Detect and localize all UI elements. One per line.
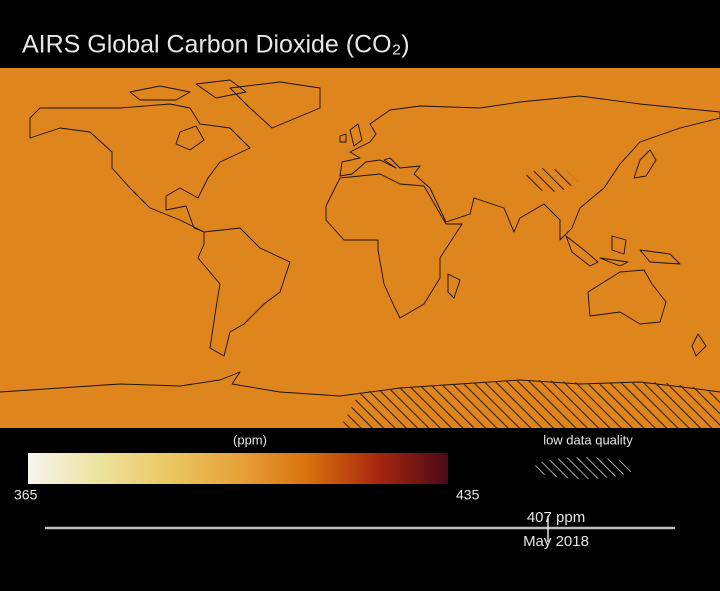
colorbar-tick-label: 365 <box>14 487 38 503</box>
continent-outline <box>325 173 463 319</box>
date: May 2018 <box>523 533 589 550</box>
continent-outline <box>587 269 667 325</box>
low-quality-hatch <box>340 380 720 428</box>
legend-label: low data quality <box>543 432 633 447</box>
continent-outline <box>29 103 251 233</box>
colorbar-labels: 365 435 <box>14 487 480 503</box>
low-quality-hatch <box>520 168 578 192</box>
continent-outline <box>229 81 321 129</box>
continent-outline <box>129 79 247 151</box>
colorbar-unit: (ppm) <box>233 432 267 447</box>
title: AIRS Global Carbon Dioxide (CO₂) <box>22 31 410 59</box>
continent-outline <box>339 95 720 241</box>
colorbar <box>28 453 448 484</box>
reading: 407 ppm <box>527 509 585 526</box>
map <box>0 68 720 428</box>
colorbar-tick-label: 435 <box>456 487 480 503</box>
legend-hatch <box>534 457 634 479</box>
continent-outline <box>339 123 707 357</box>
continent-outline <box>0 371 720 397</box>
continent-outline <box>197 227 291 357</box>
co2-field <box>0 68 720 428</box>
